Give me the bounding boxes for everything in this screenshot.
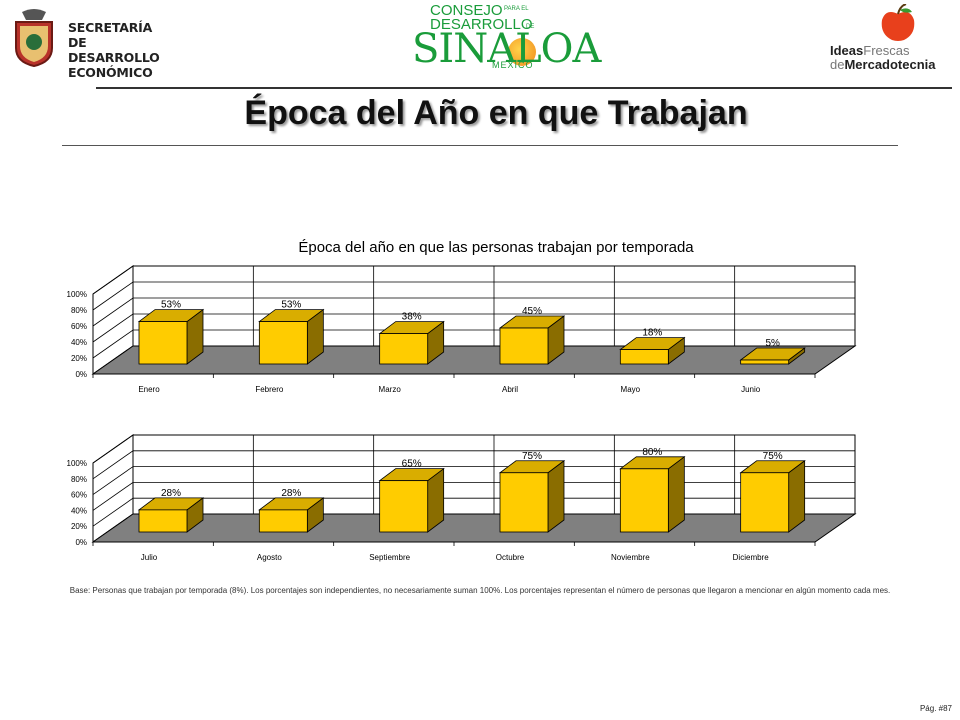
page-title: Época del Año en que Trabajan [244, 94, 748, 132]
state-seal-icon [15, 9, 53, 68]
bar [258, 509, 308, 533]
y-tick-label: 0% [75, 538, 87, 547]
bar [499, 472, 549, 533]
bar [740, 472, 790, 533]
title-divider [62, 145, 898, 146]
data-label: 5% [765, 338, 780, 349]
data-label: 28% [161, 488, 181, 499]
y-tick-label: 60% [71, 322, 87, 331]
chart-panel: 100% 80% 60% 40% 20% 0% 28% Julio 28% Agosto 65% Se… [67, 434, 857, 562]
page-number: Pág. #87 [919, 704, 952, 713]
bar [379, 333, 429, 365]
bar-side [667, 455, 685, 533]
data-label: 65% [402, 459, 422, 470]
y-tick-label: 20% [71, 354, 87, 363]
bar [379, 480, 429, 533]
data-label: 28% [281, 488, 301, 499]
data-label: 53% [161, 300, 181, 311]
y-tick-label: 100% [67, 290, 87, 299]
data-label: 38% [402, 312, 422, 323]
x-tick-label: Julio [141, 553, 158, 562]
bar [138, 509, 188, 533]
data-label: 80% [642, 447, 662, 458]
bar [258, 321, 308, 365]
data-label: 45% [522, 306, 542, 317]
ideas-frescas-logo: IdeasFrescas deMercadotecnia [826, 0, 956, 80]
secretaria-logo: SECRETARÍA DE DESARROLLO ECONÓMICO [10, 4, 160, 80]
x-tick-label: Septiembre [369, 553, 410, 562]
bar [138, 321, 188, 365]
chart-panel: 100% 80% 60% 40% 20% 0% 53% Enero 53% Febrero 38% M… [67, 265, 857, 394]
x-tick-label: Abril [502, 385, 518, 394]
data-label: 18% [642, 328, 662, 339]
bar [499, 327, 549, 365]
x-tick-label: Enero [138, 385, 160, 394]
header: SECRETARÍA DE DESARROLLO ECONÓMICO CONSE… [0, 0, 960, 90]
chart-title: Época del año en que las personas trabaj… [298, 239, 694, 256]
data-label: 75% [522, 451, 542, 462]
y-tick-label: 80% [71, 475, 87, 484]
x-tick-label: Diciembre [733, 553, 770, 562]
y-tick-label: 0% [75, 370, 87, 379]
footnote: Base: Personas que trabajan por temporad… [69, 586, 891, 595]
apple-icon [881, 4, 915, 41]
bar [740, 359, 790, 365]
header-divider [96, 87, 952, 89]
sun-icon [508, 38, 536, 66]
bar [619, 349, 669, 365]
y-tick-label: 80% [71, 306, 87, 315]
y-tick-label: 40% [71, 338, 87, 347]
x-tick-label: Febrero [255, 385, 284, 394]
x-tick-label: Octubre [496, 553, 525, 562]
data-label: 53% [281, 300, 301, 311]
x-tick-label: Marzo [379, 385, 402, 394]
y-tick-label: 40% [71, 506, 87, 515]
x-tick-label: Junio [741, 385, 761, 394]
consejo-sinaloa-logo: CONSEJO PARA EL DESARROLLO DE SINALOA ME… [412, 2, 601, 72]
bar [619, 468, 669, 533]
x-tick-label: Agosto [257, 553, 282, 562]
x-tick-label: Noviembre [611, 553, 650, 562]
y-tick-label: 100% [67, 459, 87, 468]
data-label: 75% [763, 451, 783, 462]
y-tick-label: 60% [71, 491, 87, 500]
secretaria-text: SECRETARÍA DE DESARROLLO ECONÓMICO [68, 20, 160, 80]
y-tick-label: 20% [71, 522, 87, 531]
x-tick-label: Mayo [621, 385, 641, 394]
